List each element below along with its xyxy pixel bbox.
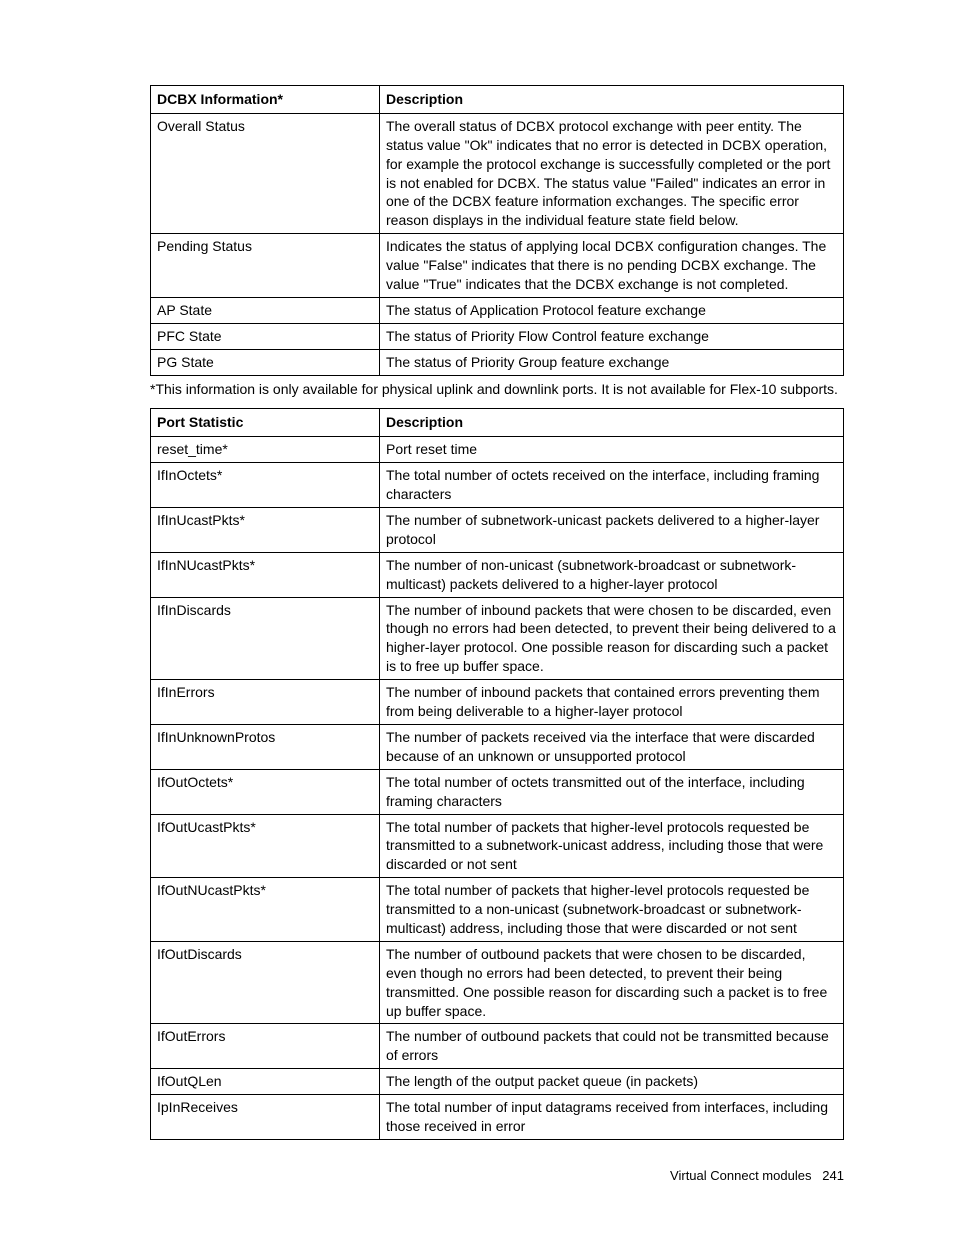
stat-desc: The number of non-unicast (subnetwork-br… <box>380 552 844 597</box>
table-row: IfInOctets* The total number of octets r… <box>151 463 844 508</box>
dcbx-desc: The status of Priority Group feature exc… <box>380 349 844 375</box>
dcbx-desc: The overall status of DCBX protocol exch… <box>380 113 844 233</box>
table-row: IfOutQLen The length of the output packe… <box>151 1069 844 1095</box>
stat-key: IfOutOctets* <box>151 769 380 814</box>
table-row: IfInUcastPkts* The number of subnetwork-… <box>151 508 844 553</box>
dcbx-desc: The status of Priority Flow Control feat… <box>380 323 844 349</box>
table-row: IfInUnknownProtos The number of packets … <box>151 724 844 769</box>
stat-desc: The total number of octets transmitted o… <box>380 769 844 814</box>
stat-key: IfInOctets* <box>151 463 380 508</box>
dcbx-key: Overall Status <box>151 113 380 233</box>
dcbx-key: AP State <box>151 297 380 323</box>
table-row: IfInDiscards The number of inbound packe… <box>151 597 844 680</box>
stat-key: IfOutErrors <box>151 1024 380 1069</box>
footer-section: Virtual Connect modules <box>670 1168 811 1183</box>
table-row: AP State The status of Application Proto… <box>151 297 844 323</box>
stat-key: IfOutUcastPkts* <box>151 814 380 878</box>
stat-key: IfInUcastPkts* <box>151 508 380 553</box>
stat-desc: The number of inbound packets that conta… <box>380 680 844 725</box>
table-row: Pending Status Indicates the status of a… <box>151 234 844 298</box>
dcbx-info-table: DCBX Information* Description Overall St… <box>150 85 844 376</box>
stat-desc: Port reset time <box>380 437 844 463</box>
dcbx-key: PG State <box>151 349 380 375</box>
stat-desc: The total number of input datagrams rece… <box>380 1095 844 1140</box>
stat-desc: The total number of packets that higher-… <box>380 878 844 942</box>
stat-key: IfInUnknownProtos <box>151 724 380 769</box>
port-statistic-table: Port Statistic Description reset_time* P… <box>150 408 844 1139</box>
stat-key: IfInNUcastPkts* <box>151 552 380 597</box>
table-row: IfInNUcastPkts* The number of non-unicas… <box>151 552 844 597</box>
stat-key: IfInErrors <box>151 680 380 725</box>
table-row: IfOutOctets* The total number of octets … <box>151 769 844 814</box>
table-row: IfOutErrors The number of outbound packe… <box>151 1024 844 1069</box>
table-row: IfInErrors The number of inbound packets… <box>151 680 844 725</box>
stat-desc: The number of inbound packets that were … <box>380 597 844 680</box>
stat-key: IfOutDiscards <box>151 941 380 1024</box>
table-header-row: DCBX Information* Description <box>151 86 844 114</box>
dcbx-col-header-1: Description <box>380 86 844 114</box>
table-row: reset_time* Port reset time <box>151 437 844 463</box>
table-row: PG State The status of Priority Group fe… <box>151 349 844 375</box>
table-row: IfOutUcastPkts* The total number of pack… <box>151 814 844 878</box>
dcbx-key: Pending Status <box>151 234 380 298</box>
table-row: PFC State The status of Priority Flow Co… <box>151 323 844 349</box>
stat-key: IpInReceives <box>151 1095 380 1140</box>
page-footer: Virtual Connect modules 241 <box>670 1167 844 1185</box>
stat-desc: The number of outbound packets that were… <box>380 941 844 1024</box>
dcbx-key: PFC State <box>151 323 380 349</box>
stat-desc: The length of the output packet queue (i… <box>380 1069 844 1095</box>
stats-col-header-0: Port Statistic <box>151 409 380 437</box>
table-row: IfOutDiscards The number of outbound pac… <box>151 941 844 1024</box>
dcbx-desc: Indicates the status of applying local D… <box>380 234 844 298</box>
page-container: DCBX Information* Description Overall St… <box>0 0 954 1235</box>
table-row: IfOutNUcastPkts* The total number of pac… <box>151 878 844 942</box>
stat-desc: The total number of packets that higher-… <box>380 814 844 878</box>
table-row: Overall Status The overall status of DCB… <box>151 113 844 233</box>
dcbx-col-header-0: DCBX Information* <box>151 86 380 114</box>
stat-key: IfOutNUcastPkts* <box>151 878 380 942</box>
dcbx-desc: The status of Application Protocol featu… <box>380 297 844 323</box>
table-header-row: Port Statistic Description <box>151 409 844 437</box>
stat-desc: The number of outbound packets that coul… <box>380 1024 844 1069</box>
stats-col-header-1: Description <box>380 409 844 437</box>
stat-desc: The number of packets received via the i… <box>380 724 844 769</box>
stat-desc: The total number of octets received on t… <box>380 463 844 508</box>
stat-desc: The number of subnetwork-unicast packets… <box>380 508 844 553</box>
dcbx-footnote: *This information is only available for … <box>150 380 844 399</box>
stat-key: IfOutQLen <box>151 1069 380 1095</box>
table-row: IpInReceives The total number of input d… <box>151 1095 844 1140</box>
stat-key: IfInDiscards <box>151 597 380 680</box>
stat-key: reset_time* <box>151 437 380 463</box>
footer-page-number: 241 <box>822 1168 844 1183</box>
